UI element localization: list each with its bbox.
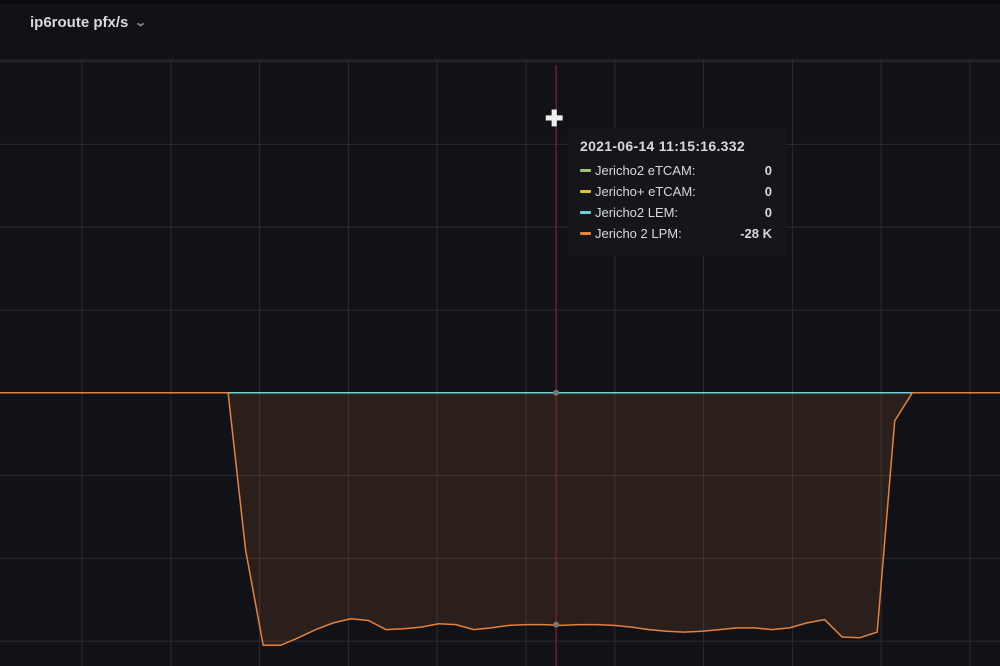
series-name: Jericho2 eTCAM: [595, 163, 696, 178]
panel-title: ip6route pfx/s [30, 14, 129, 31]
series-value: -28 K [740, 226, 772, 241]
series-value: 0 [764, 205, 772, 220]
series-line-jericho2-lpm [0, 392, 1000, 647]
top-edge [0, 0, 1000, 4]
tooltip-row: Jericho2 eTCAM: 0 [580, 160, 772, 181]
hover-point [553, 389, 560, 396]
series-name: Jericho2 LEM: [595, 205, 679, 220]
tooltip-row: Jericho+ eTCAM: 0 [580, 181, 772, 202]
panel-title-menu[interactable]: ip6route pfx/s ⌄ [30, 14, 148, 31]
series-value: 0 [764, 184, 772, 199]
grid [0, 59, 1000, 666]
series-name: Jericho+ eTCAM: [595, 184, 696, 199]
series-area-jericho2-lpm [0, 392, 1000, 646]
chevron-down-icon: ⌄ [134, 17, 148, 29]
series-value: 0 [764, 163, 772, 178]
hover-tooltip: 2021-06-14 11:15:16.332 Jericho2 eTCAM: 0… [568, 128, 786, 256]
series-color-swatch [580, 190, 591, 193]
hover-point [553, 621, 560, 628]
series-color-swatch [580, 211, 591, 214]
series-color-swatch [580, 169, 591, 172]
tooltip-row: Jericho 2 LPM: -28 K [580, 223, 772, 244]
series-name: Jericho 2 LPM: [595, 226, 682, 241]
crosshair-cursor-icon: ✚ [545, 106, 564, 131]
tooltip-row: Jericho2 LEM: 0 [580, 202, 772, 223]
tooltip-time: 2021-06-14 11:15:16.332 [580, 138, 745, 154]
series-color-swatch [580, 232, 591, 235]
